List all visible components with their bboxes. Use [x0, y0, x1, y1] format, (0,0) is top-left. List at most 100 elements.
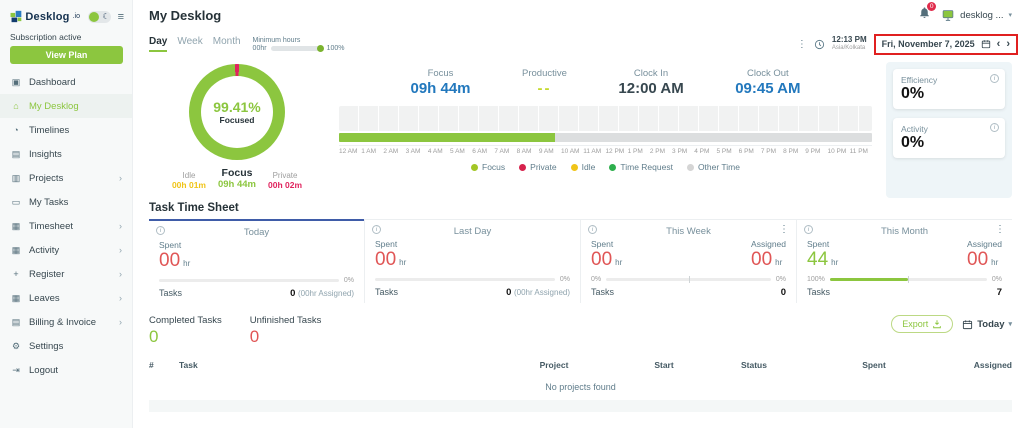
- legend-private: Private: [519, 162, 557, 172]
- col-status: Status: [741, 360, 767, 370]
- sidebar-item-label: Projects: [29, 172, 64, 184]
- info-icon[interactable]: i: [588, 225, 597, 234]
- tasks-label: Tasks: [159, 288, 183, 298]
- previous-day-button[interactable]: ‹: [996, 37, 1001, 50]
- view-plan-button[interactable]: View Plan: [10, 46, 123, 64]
- next-day-button[interactable]: ›: [1006, 37, 1010, 50]
- legend-idle: Idle: [570, 162, 595, 172]
- col-task: Task: [179, 360, 198, 370]
- day-overview-panel: Focus 09h 44m Productive -- Clock In 12:…: [339, 62, 872, 198]
- col-spent: Spent: [862, 360, 886, 370]
- focus-breakdown: Idle 00h 01m Focus 09h 44m Private 00h 0…: [172, 167, 302, 190]
- tab-week[interactable]: Week: [177, 36, 203, 47]
- tasks-label: Tasks: [375, 287, 399, 297]
- chevron-right-icon: ›: [119, 293, 122, 303]
- plus-icon: +: [13, 269, 19, 279]
- minimum-hours-control: Minimum hours 00hr 100%: [252, 36, 344, 52]
- unfinished-tasks: Unfinished Tasks 0: [249, 315, 322, 346]
- legend-focus: Focus: [471, 162, 505, 172]
- sidebar-item-activity[interactable]: ▦ Activity ›: [0, 238, 132, 262]
- slider-handle[interactable]: [316, 44, 324, 52]
- minimum-hours-min: 00hr: [252, 44, 267, 52]
- hamburger-icon[interactable]: ≡: [117, 10, 124, 23]
- sidebar-item-register[interactable]: + Register ›: [0, 262, 132, 286]
- sidebar-item-timesheet[interactable]: ▦ Timesheet ›: [0, 214, 132, 238]
- projects-icon: ▥: [11, 172, 21, 183]
- toggle-knob: [88, 11, 99, 22]
- sidebar-item-timelines[interactable]: ◔ Timelines: [0, 118, 132, 142]
- card-this-week[interactable]: i ⋮ This Week Spent 00 hr Assigned 00 hr: [580, 220, 796, 303]
- leaves-calendar-icon: ▦: [11, 292, 21, 303]
- sidebar-item-my-tasks[interactable]: ▭ My Tasks: [0, 190, 132, 214]
- logo-row: Desklog .io ☾ ≡: [0, 0, 132, 29]
- more-options-icon[interactable]: ⋮: [796, 38, 807, 50]
- sidebar-item-label: Leaves: [29, 292, 60, 304]
- logout-icon: ⇥: [12, 364, 20, 375]
- focus-dot-icon: [471, 163, 478, 171]
- tab-month[interactable]: Month: [212, 36, 241, 47]
- section-title: Task Time Sheet: [149, 202, 239, 214]
- user-menu[interactable]: desklog ... ▾: [941, 9, 1012, 22]
- productive-time: Productive --: [522, 68, 567, 97]
- spent-label: Spent: [375, 239, 398, 249]
- col-index: #: [149, 360, 154, 370]
- day-timeline: 12 AM 1 AM 2 AM 3 AM 4 AM 5 AM 6 AM 7 AM 8 AM 9 A…: [339, 106, 872, 172]
- info-icon[interactable]: i: [990, 123, 999, 132]
- clock-out-time: Clock Out 09:45 AM: [735, 68, 801, 97]
- metrics-panel: i Efficiency 0% i Activity 0%: [886, 62, 1012, 198]
- sidebar-item-my-desklog[interactable]: ⌂ My Desklog: [0, 94, 132, 118]
- idle-dot-icon: [570, 163, 578, 171]
- private-stat: Private 00h 02m: [268, 171, 303, 190]
- progress-percent: 0%: [559, 276, 570, 283]
- card-last-day[interactable]: i Last Day Spent 00 hr 0% Tasks 0 (00hr A…: [364, 220, 580, 303]
- range-dropdown[interactable]: Today ▾: [962, 319, 1012, 330]
- progress-percent: 0%: [343, 277, 354, 284]
- unfinished-tasks-count: 0: [249, 327, 260, 346]
- card-menu-icon[interactable]: ⋮: [995, 224, 1005, 235]
- export-button[interactable]: Export: [891, 315, 954, 333]
- minimum-hours-label: Minimum hours: [252, 36, 301, 44]
- tab-day[interactable]: Day: [149, 36, 168, 52]
- bar-midpoint-tick: [908, 276, 910, 283]
- legend-time-request: Time Request: [609, 162, 673, 172]
- notifications-button[interactable]: 0: [918, 2, 937, 24]
- legend-other-time: Other Time: [686, 162, 740, 172]
- sidebar-item-logout[interactable]: ⇥ Logout: [0, 358, 132, 382]
- sidebar-item-insights[interactable]: ▤ Insights: [0, 142, 132, 166]
- activity-label: Activity: [901, 124, 928, 134]
- sidebar-nav: ▣ Dashboard ⌂ My Desklog ◔ Timelines ▤ I…: [0, 70, 132, 382]
- insights-icon: ▤: [11, 148, 21, 159]
- activity-value: 0%: [901, 134, 925, 151]
- gear-icon: ⚙: [11, 340, 21, 351]
- progress-bar: [375, 278, 555, 281]
- chevron-right-icon: ›: [119, 317, 122, 327]
- day-stats: Focus 09h 44m Productive -- Clock In 12:…: [339, 62, 872, 97]
- period-tabs: Day Week Month: [149, 36, 241, 52]
- card-title: This Week: [666, 226, 711, 237]
- assigned-value: 00: [967, 249, 989, 270]
- card-menu-icon[interactable]: ⋮: [779, 224, 789, 235]
- theme-toggle[interactable]: ☾: [87, 10, 111, 23]
- clock-icon: [814, 39, 825, 49]
- info-icon[interactable]: i: [372, 225, 381, 234]
- clock-in-time: Clock In 12:00 AM: [618, 68, 684, 97]
- focus-caption: Focused: [219, 115, 255, 125]
- bar-midpoint-tick: [688, 276, 690, 283]
- card-today[interactable]: i Today Spent 00 hr 0% Tasks 0 (00hr Assi…: [149, 219, 364, 303]
- info-icon[interactable]: i: [990, 74, 999, 83]
- sidebar-item-leaves[interactable]: ▦ Leaves ›: [0, 286, 132, 310]
- date-picker[interactable]: Fri, November 7, 2025 ‹ ›: [873, 33, 1018, 55]
- info-icon[interactable]: i: [156, 226, 165, 235]
- tasks-assigned-note: (00hr Assigned): [513, 288, 570, 297]
- minimum-hours-slider[interactable]: [270, 44, 324, 52]
- timeline-hour-blocks: [339, 106, 872, 131]
- timeline-bar: [339, 133, 872, 142]
- sidebar-item-billing-invoice[interactable]: ▤ Billing & Invoice ›: [0, 310, 132, 334]
- brand-suffix: .io: [72, 13, 80, 20]
- sidebar-item-projects[interactable]: ▥ Projects ›: [0, 166, 132, 190]
- info-icon[interactable]: i: [804, 225, 813, 234]
- card-this-month[interactable]: i ⋮ This Month Spent 44 hr Assigned 00 hr: [796, 220, 1012, 303]
- sidebar-item-settings[interactable]: ⚙ Settings: [0, 334, 132, 358]
- sidebar-item-label: Register: [29, 268, 65, 280]
- sidebar-item-dashboard[interactable]: ▣ Dashboard: [0, 70, 132, 94]
